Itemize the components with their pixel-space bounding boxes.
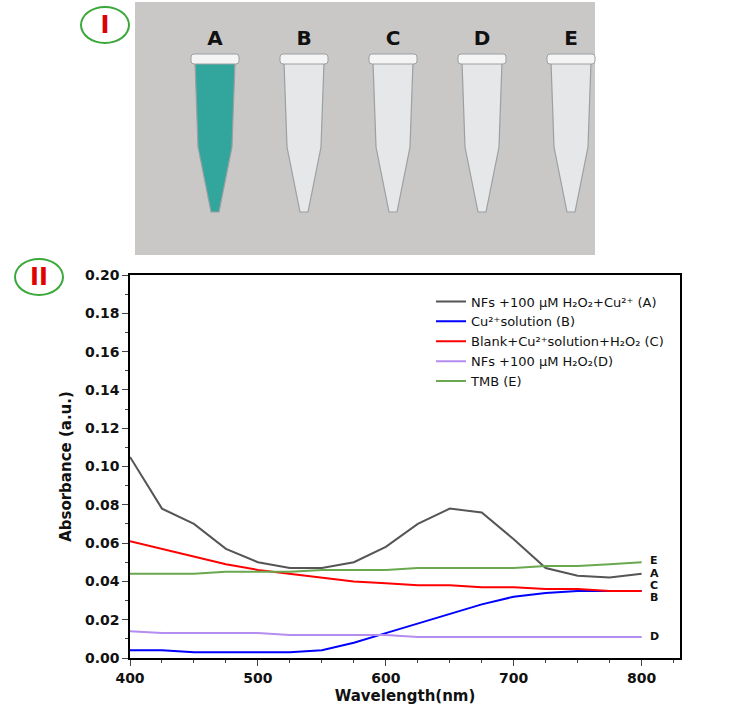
svg-text:Wavelength(nm): Wavelength(nm) bbox=[335, 687, 476, 705]
html-text:II: II bbox=[30, 263, 48, 291]
svg-text:700: 700 bbox=[499, 670, 528, 686]
svg-text:D: D bbox=[474, 26, 491, 50]
svg-text:0.18: 0.18 bbox=[85, 305, 120, 321]
svg-text:0.06: 0.06 bbox=[85, 535, 120, 551]
svg-text:Absorbance (a.u.): Absorbance (a.u.) bbox=[57, 391, 75, 542]
svg-text:B: B bbox=[296, 26, 311, 50]
svg-text:TMB (E): TMB (E) bbox=[470, 374, 522, 389]
svg-text:0.00: 0.00 bbox=[85, 650, 120, 666]
svg-text:E: E bbox=[564, 26, 578, 50]
svg-text:0.10: 0.10 bbox=[85, 458, 120, 474]
svg-text:A: A bbox=[207, 26, 223, 50]
svg-text:Cu²⁺solution (B): Cu²⁺solution (B) bbox=[471, 314, 575, 329]
svg-text:400: 400 bbox=[115, 670, 144, 686]
svg-text:0.16: 0.16 bbox=[85, 344, 120, 360]
svg-text:0.20: 0.20 bbox=[85, 267, 120, 283]
svg-text:A: A bbox=[650, 567, 659, 580]
svg-text:0.04: 0.04 bbox=[85, 573, 120, 589]
svg-text:0.08: 0.08 bbox=[85, 497, 120, 513]
svg-text:0.12: 0.12 bbox=[85, 420, 120, 436]
svg-text:0.02: 0.02 bbox=[85, 612, 120, 628]
svg-text:500: 500 bbox=[243, 670, 272, 686]
svg-text:0.14: 0.14 bbox=[85, 382, 120, 398]
svg-text:C: C bbox=[386, 26, 401, 50]
svg-text:Blank+Cu²⁺solution+H₂O₂ (C): Blank+Cu²⁺solution+H₂O₂ (C) bbox=[471, 334, 664, 349]
svg-text:NFs +100 μM H₂O₂+Cu²⁺ (A): NFs +100 μM H₂O₂+Cu²⁺ (A) bbox=[471, 295, 656, 310]
svg-text:E: E bbox=[650, 554, 658, 567]
svg-text:D: D bbox=[650, 630, 659, 643]
svg-text:C: C bbox=[650, 579, 658, 592]
svg-text:NFs +100 μM H₂O₂(D): NFs +100 μM H₂O₂(D) bbox=[471, 354, 613, 369]
svg-text:800: 800 bbox=[627, 670, 656, 686]
svg-text:600: 600 bbox=[371, 670, 400, 686]
html-text:I: I bbox=[100, 11, 110, 39]
svg-text:B: B bbox=[650, 591, 658, 604]
